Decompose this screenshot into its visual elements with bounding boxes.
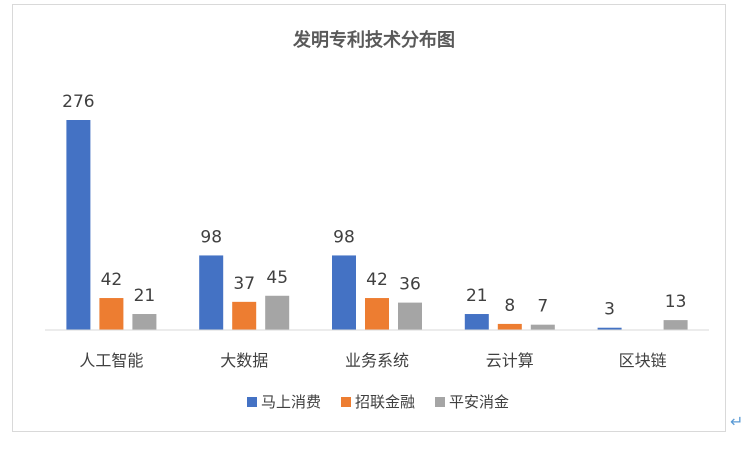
data-label: 45 bbox=[266, 268, 288, 288]
legend-label: 招联金融 bbox=[355, 393, 415, 411]
data-label: 37 bbox=[233, 274, 255, 294]
bar-区块链-马上消费 bbox=[597, 327, 622, 330]
category-label: 大数据 bbox=[220, 351, 268, 370]
legend-swatch bbox=[341, 397, 351, 407]
bar-业务系统-马上消费 bbox=[332, 255, 356, 330]
bar-人工智能-招联金融 bbox=[99, 298, 124, 330]
bar-大数据-平安消金 bbox=[265, 295, 290, 330]
bar-云计算-招联金融 bbox=[497, 323, 522, 330]
data-label: 3 bbox=[604, 300, 615, 320]
bar-业务系统-招联金融 bbox=[365, 298, 389, 330]
return-arrow-icon: ↵ bbox=[730, 412, 744, 431]
bar-人工智能-平安消金 bbox=[132, 314, 157, 330]
category-label: 人工智能 bbox=[79, 351, 143, 370]
data-label: 7 bbox=[537, 297, 548, 317]
data-label: 21 bbox=[134, 286, 156, 306]
data-label: 42 bbox=[366, 270, 388, 290]
legend-label: 平安消金 bbox=[449, 393, 509, 411]
data-label: 276 bbox=[62, 92, 94, 112]
bar-大数据-马上消费 bbox=[199, 255, 224, 330]
data-label: 13 bbox=[665, 292, 687, 312]
bar-区块链-平安消金 bbox=[663, 320, 688, 330]
legend-swatch bbox=[435, 397, 445, 407]
legend-label: 马上消费 bbox=[261, 393, 321, 411]
bar-云计算-马上消费 bbox=[464, 314, 489, 330]
chart-title: 发明专利技术分布图 bbox=[292, 29, 455, 51]
bar-大数据-招联金融 bbox=[232, 301, 257, 330]
chart-area[interactable] bbox=[12, 4, 726, 432]
bar-人工智能-马上消费 bbox=[66, 120, 91, 330]
bar-业务系统-平安消金 bbox=[398, 302, 422, 330]
bar-云计算-平安消金 bbox=[530, 324, 555, 330]
data-label: 21 bbox=[466, 286, 488, 306]
data-label: 8 bbox=[504, 296, 515, 316]
category-label: 业务系统 bbox=[345, 351, 409, 370]
legend: 马上消费 招联金融 平安消金 bbox=[247, 393, 509, 411]
data-label: 98 bbox=[200, 227, 222, 247]
data-label: 36 bbox=[399, 275, 421, 295]
data-label: 98 bbox=[333, 227, 355, 247]
data-label: 42 bbox=[101, 270, 123, 290]
category-label: 云计算 bbox=[486, 351, 534, 370]
legend-swatch bbox=[247, 397, 257, 407]
category-label: 区块链 bbox=[619, 351, 667, 370]
